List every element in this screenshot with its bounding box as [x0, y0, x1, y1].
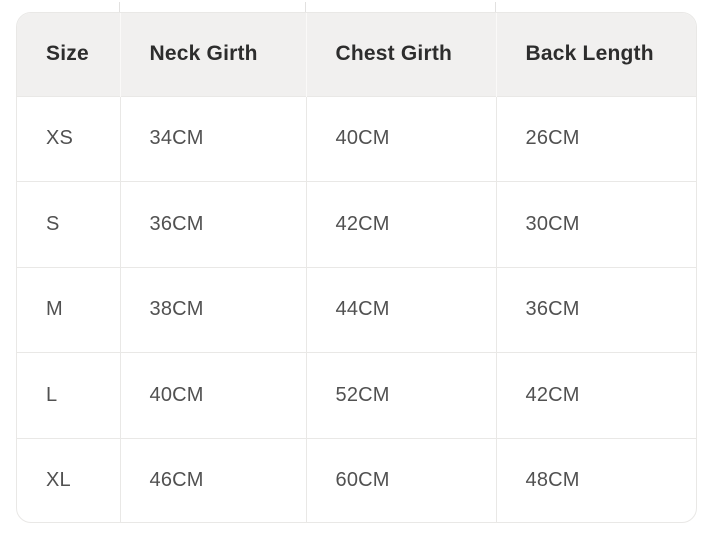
measurement-cell: 40CM	[119, 352, 306, 439]
size-cell: S	[17, 181, 120, 268]
column-header: Neck Girth	[119, 13, 306, 96]
header-row: Size Neck Girth Chest Girth Back Length	[17, 13, 696, 96]
size-table: Size Neck Girth Chest Girth Back Length XS 3…	[17, 13, 696, 522]
table-row: M 38CM 44CM 36CM	[17, 266, 696, 353]
table-row: XL 46CM 60CM 48CM	[17, 437, 696, 522]
measurement-cell: 34CM	[119, 95, 306, 182]
size-cell: XS	[17, 95, 120, 182]
size-cell: M	[17, 266, 120, 353]
measurement-cell: 26CM	[495, 95, 696, 182]
measurement-cell: 44CM	[305, 266, 496, 353]
measurement-cell: 42CM	[305, 181, 496, 268]
column-header: Chest Girth	[305, 13, 496, 96]
column-header: Back Length	[495, 13, 696, 96]
table-body: XS 34CM 40CM 26CM S 36CM 42CM 30CM M 38CM 44CM 36CM…	[17, 95, 696, 522]
measurement-cell: 36CM	[495, 266, 696, 353]
measurement-cell: 60CM	[305, 437, 496, 522]
size-chart-table: Size Neck Girth Chest Girth Back Length XS 3…	[16, 12, 697, 523]
measurement-cell: 48CM	[495, 437, 696, 522]
table-row: L 40CM 52CM 42CM	[17, 352, 696, 439]
measurement-cell: 42CM	[495, 352, 696, 439]
measurement-cell: 38CM	[119, 266, 306, 353]
measurement-cell: 40CM	[305, 95, 496, 182]
table-row: XS 34CM 40CM 26CM	[17, 95, 696, 182]
measurement-cell: 36CM	[119, 181, 306, 268]
measurement-cell: 52CM	[305, 352, 496, 439]
column-header: Size	[17, 13, 120, 96]
measurement-cell: 46CM	[119, 437, 306, 522]
column-divider-tick	[305, 2, 306, 14]
size-cell: XL	[17, 437, 120, 522]
size-cell: L	[17, 352, 120, 439]
column-divider-tick	[495, 2, 496, 14]
table-row: S 36CM 42CM 30CM	[17, 181, 696, 268]
column-divider-tick	[119, 2, 120, 14]
measurement-cell: 30CM	[495, 181, 696, 268]
